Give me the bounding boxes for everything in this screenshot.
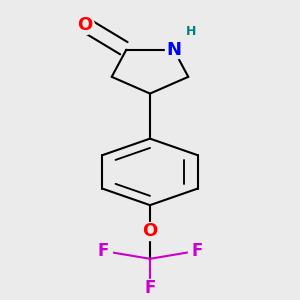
Text: N: N [166, 41, 181, 59]
Text: O: O [142, 222, 158, 240]
Text: F: F [144, 279, 156, 297]
Text: F: F [191, 242, 202, 260]
Text: H: H [186, 25, 197, 38]
Text: O: O [77, 16, 93, 34]
Text: F: F [98, 242, 109, 260]
